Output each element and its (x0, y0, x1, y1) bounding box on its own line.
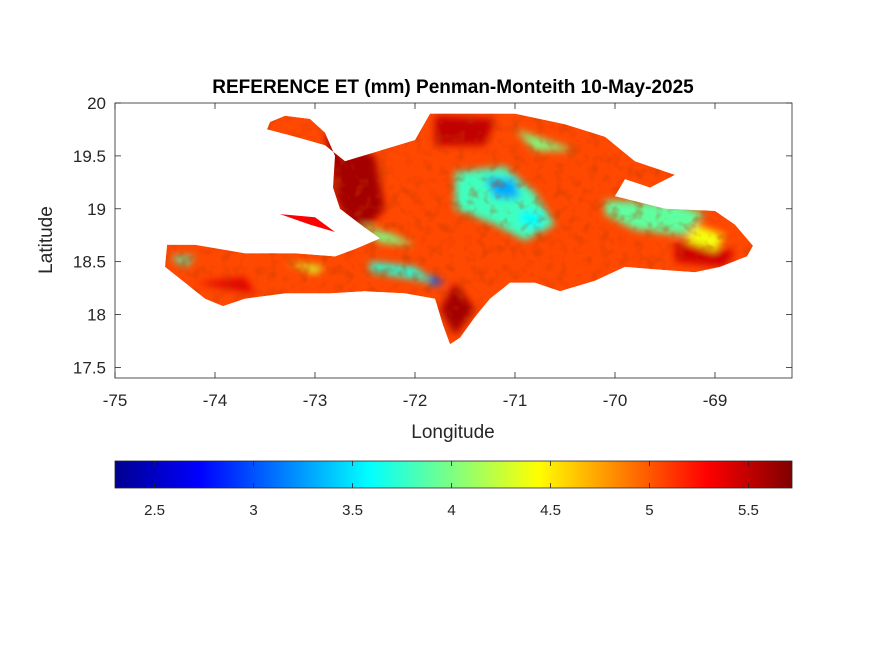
x-axis: -75 -74 -73 -72 -71 -70 -69 (103, 103, 728, 410)
colorbar-tick-label: 5.5 (738, 502, 759, 519)
island-patches (280, 214, 335, 232)
colorbar-ticks: 2.5 3 3.5 4 4.5 5 5.5 (144, 461, 759, 519)
y-axis: 17.5 18 18.5 19 19.5 20 (73, 94, 792, 377)
colorbar-tick-label: 2.5 (144, 502, 165, 519)
colorbar-tick-label: 4.5 (540, 502, 561, 519)
y-axis-label: Latitude (36, 206, 57, 274)
y-tick-label: 18 (87, 306, 106, 325)
colorbar-tick-label: 5 (645, 502, 653, 519)
y-tick-label: 17.5 (73, 358, 106, 377)
y-tick-label: 18.5 (73, 253, 106, 272)
chart-title: REFERENCE ET (mm) Penman-Monteith 10-May… (212, 77, 694, 98)
y-tick-label: 19.5 (73, 147, 106, 166)
y-tick-label: 20 (87, 94, 106, 113)
x-tick-label: -70 (603, 391, 628, 410)
axes-frame (114, 102, 793, 379)
x-tick-label: -71 (503, 391, 528, 410)
x-tick-label: -73 (303, 391, 328, 410)
colorbar-tick-label: 3 (249, 502, 257, 519)
x-axis-label: Longitude (411, 422, 494, 443)
island-0 (280, 214, 335, 232)
x-tick-label: -75 (103, 391, 128, 410)
colorbar-tick-label: 3.5 (342, 502, 363, 519)
y-tick-label: 19 (87, 200, 106, 219)
x-tick-label: -72 (403, 391, 428, 410)
colorbar (114, 460, 793, 489)
x-tick-label: -69 (703, 391, 728, 410)
colorbar-tick-label: 4 (447, 502, 455, 519)
x-tick-label: -74 (203, 391, 228, 410)
